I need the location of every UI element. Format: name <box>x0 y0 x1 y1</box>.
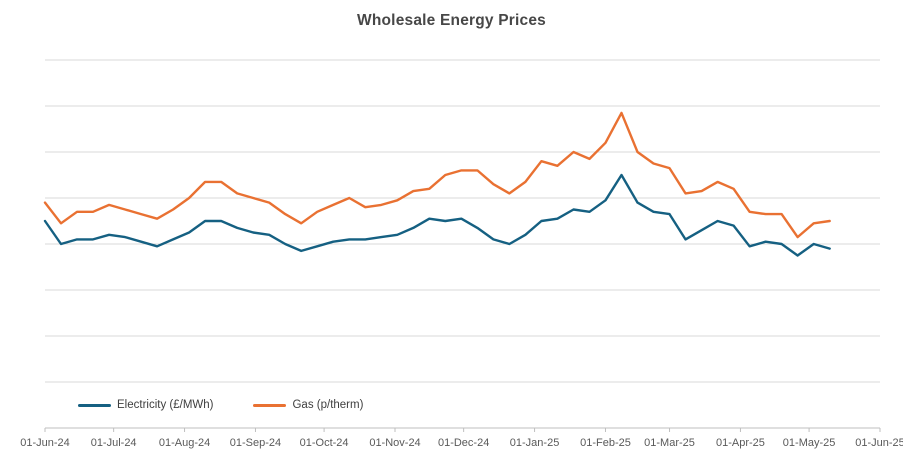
legend: Electricity (£/MWh) Gas (p/therm) <box>78 399 363 411</box>
legend-label-electricity: Electricity (£/MWh) <box>117 399 214 411</box>
legend-label-gas: Gas (p/therm) <box>292 399 364 411</box>
electricity-series-line <box>43 173 831 257</box>
electricity-line-swatch <box>78 403 111 407</box>
gas-series-line <box>43 111 831 239</box>
legend-item-electricity: Electricity (£/MWh) <box>78 399 213 411</box>
gas-line-swatch <box>253 403 287 407</box>
legend-item-gas: Gas (p/therm) <box>253 399 363 411</box>
chart-title: Wholesale Energy Prices <box>357 12 546 29</box>
